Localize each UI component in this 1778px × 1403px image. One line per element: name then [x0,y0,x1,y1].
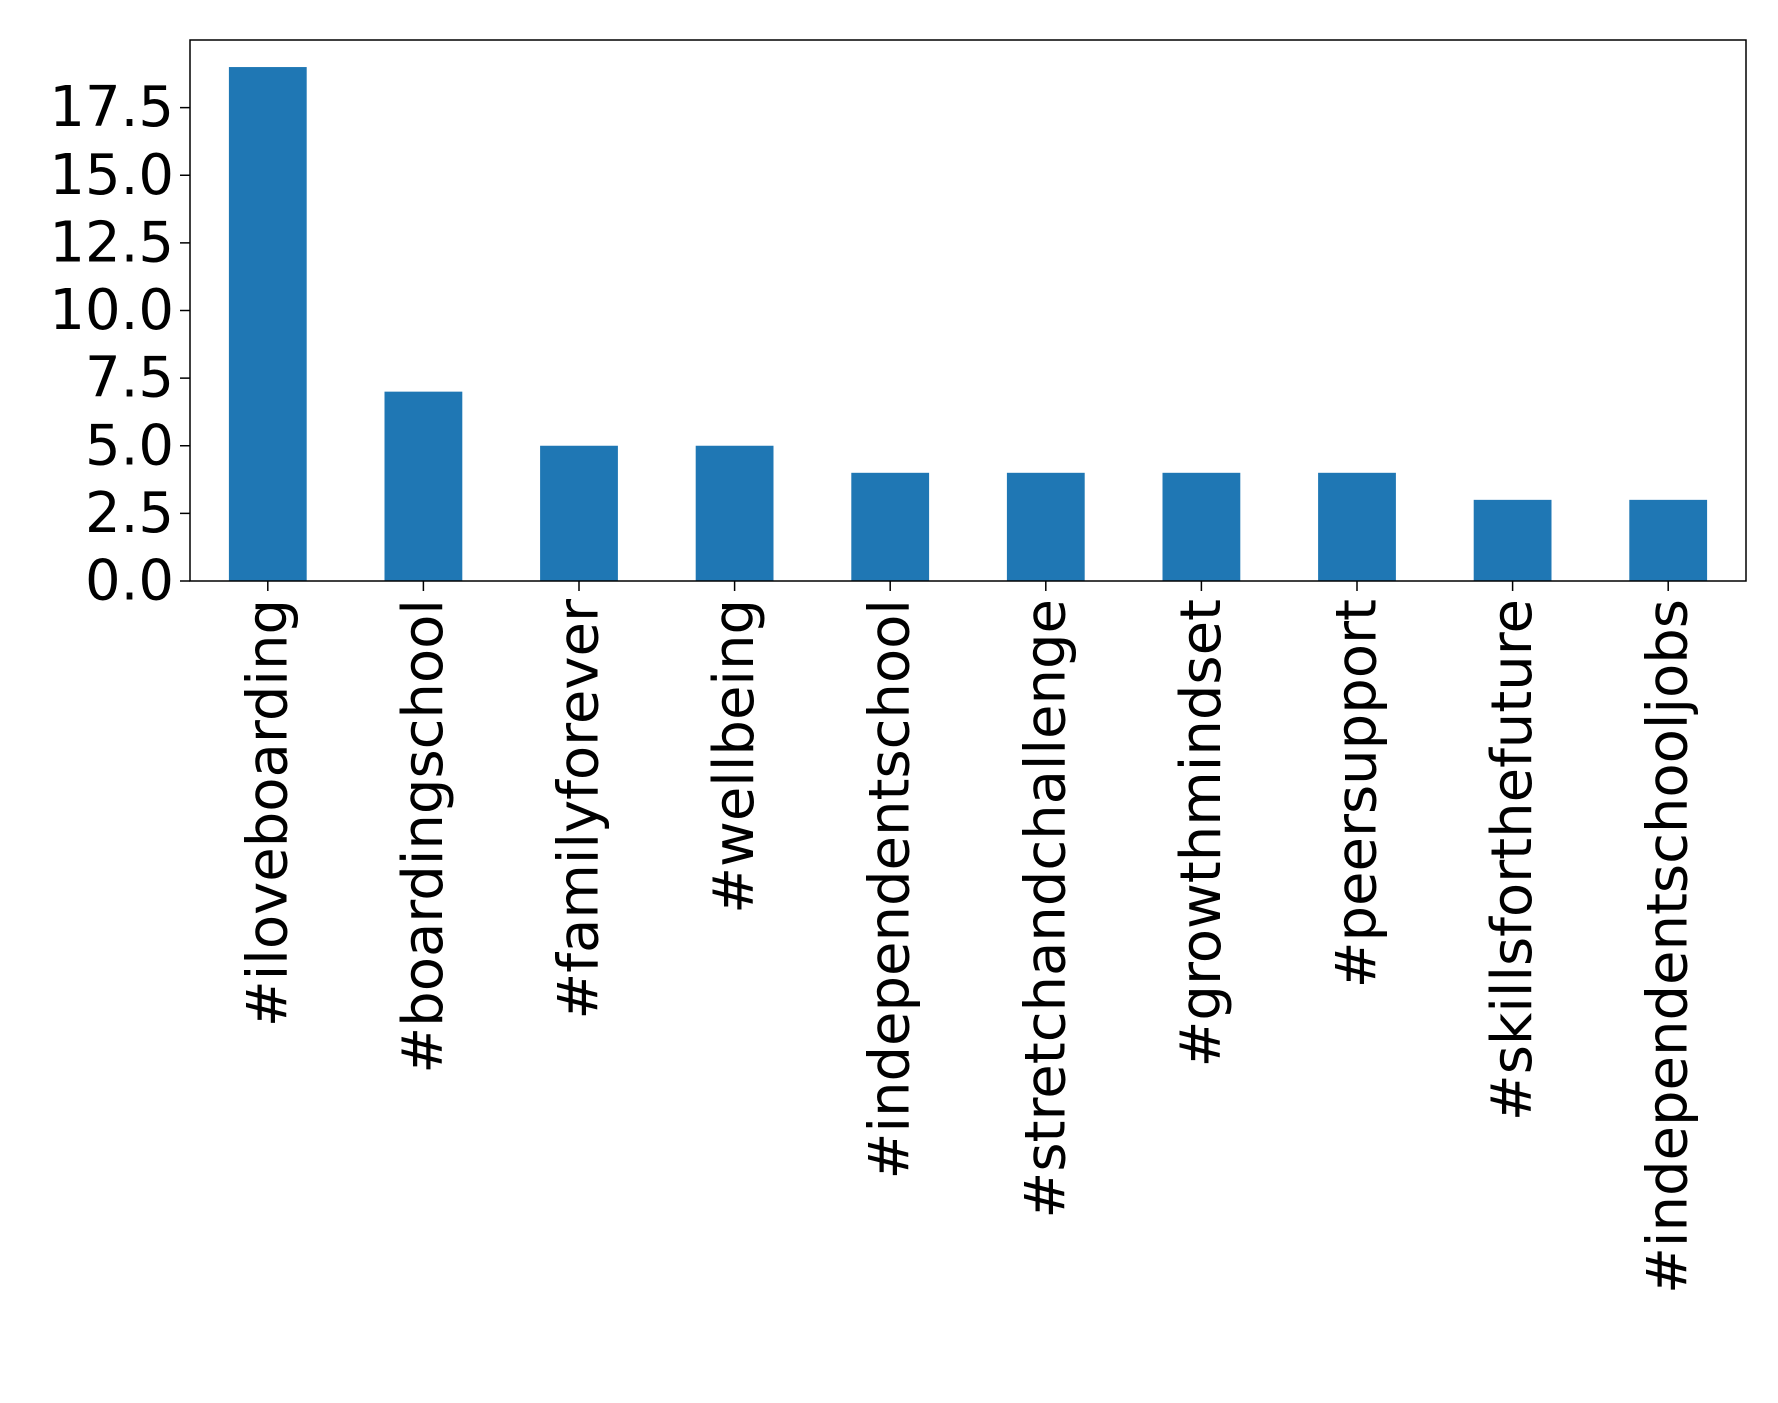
x-tick-label: #stretchandchallenge [1013,599,1078,1219]
x-axis: #iloveboarding #boardingschool #familyfore… [235,581,1701,1294]
x-tick-label: #boardingschool [391,599,456,1074]
y-tick-label: 15.0 [49,143,174,208]
x-tick-label: #familyforever [547,598,612,1020]
bar-independentschool [851,472,930,581]
y-tick-label: 5.0 [85,413,174,478]
y-tick-label: 0.0 [85,549,174,614]
x-tick-label: #wellbeing [702,599,767,914]
x-tick-label: #independentschool [858,599,923,1179]
x-tick-label: #iloveboarding [235,599,300,1027]
bar-skillsforthefuture [1473,499,1552,581]
y-axis: 0.02.55.07.510.012.515.017.5 [49,75,190,614]
x-tick-label: #skillsforthefuture [1480,599,1545,1121]
y-tick-label: 7.5 [85,346,174,411]
y-tick-label: 12.5 [49,210,174,275]
axes-frame [189,39,1747,582]
bar-wellbeing [695,445,774,581]
bar-iloveboarding [228,67,307,582]
y-tick-label: 17.5 [49,75,174,140]
x-tick-label: #independentschooljobs [1636,599,1701,1294]
bar-familyforever [540,445,618,581]
bar-boardingschool [384,391,463,581]
bar-stretchandchallenge [1006,472,1085,581]
y-tick-label: 2.5 [85,481,174,546]
y-tick-label: 10.0 [49,278,174,343]
bar-peersupport [1318,472,1396,581]
bars-layer [228,67,1708,582]
x-tick-label: #peersupport [1325,599,1390,988]
bar-independentschooljobs [1629,499,1708,581]
x-tick-label: #growthmindset [1169,599,1234,1068]
bar-growthmindset [1162,472,1241,581]
